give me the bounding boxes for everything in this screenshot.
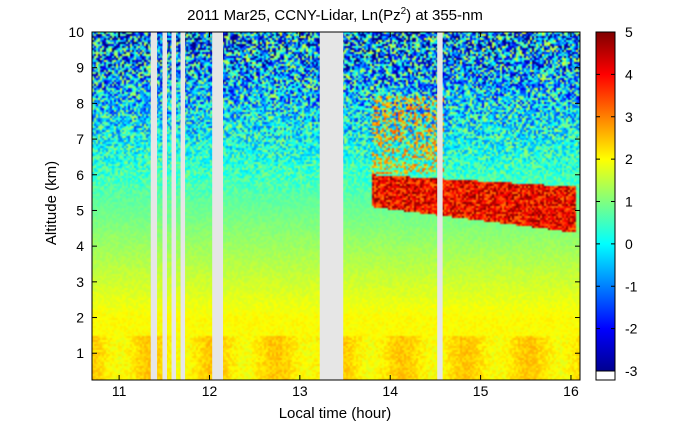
colorbar-tick-label: 1 xyxy=(625,194,633,210)
no-data-gap xyxy=(171,32,177,380)
x-tick-label: 16 xyxy=(563,383,579,399)
y-tick-label: 4 xyxy=(76,238,84,254)
y-tick-label: 5 xyxy=(76,202,84,218)
x-tick-label: 13 xyxy=(292,383,308,399)
no-data-gap xyxy=(150,32,158,380)
no-data-gap xyxy=(180,32,186,380)
x-tick-label: 12 xyxy=(202,383,218,399)
chart-title: 2011 Mar25, CCNY-Lidar, Ln(Pz2) at 355-n… xyxy=(187,6,483,24)
x-tick-label: 14 xyxy=(382,383,398,399)
colorbar-tick-label: 4 xyxy=(625,66,633,82)
y-axis-label: Altitude (km) xyxy=(43,161,60,245)
no-data-gap xyxy=(319,32,344,380)
colorbar-tick-label: 3 xyxy=(625,109,633,125)
colorbar-tick-label: 5 xyxy=(625,24,633,40)
colorbar-tick-label: -2 xyxy=(625,321,638,337)
colorbar-tick-label: -1 xyxy=(625,278,638,294)
no-data-gap xyxy=(212,32,224,380)
colorbar-tick-label: 2 xyxy=(625,151,633,167)
plot-frame xyxy=(91,31,581,381)
colorbar-tick-label: -3 xyxy=(625,363,638,379)
no-data-gap xyxy=(162,32,168,380)
y-axis: 1 2 3 4 5 6 7 8 9 10 xyxy=(68,24,580,361)
x-tick-label: 11 xyxy=(112,383,127,399)
y-tick-label: 9 xyxy=(76,60,84,76)
y-tick-label: 10 xyxy=(68,24,84,40)
x-axis: 11 12 13 14 15 16 xyxy=(112,32,579,399)
y-tick-label: 2 xyxy=(76,310,84,326)
colorbar-nodata-swatch xyxy=(595,370,616,381)
y-tick-label: 7 xyxy=(76,131,84,147)
colorbar-tick-label: 0 xyxy=(625,236,633,252)
colorbar: -3 -2 -1 0 1 2 3 4 5 xyxy=(595,24,638,381)
y-tick-label: 6 xyxy=(76,167,84,183)
no-data-gap xyxy=(437,32,443,380)
y-tick-label: 8 xyxy=(76,95,84,111)
y-tick-label: 1 xyxy=(76,345,84,361)
x-tick-label: 15 xyxy=(473,383,489,399)
x-axis-label: Local time (hour) xyxy=(279,405,392,422)
y-tick-label: 3 xyxy=(76,274,84,290)
